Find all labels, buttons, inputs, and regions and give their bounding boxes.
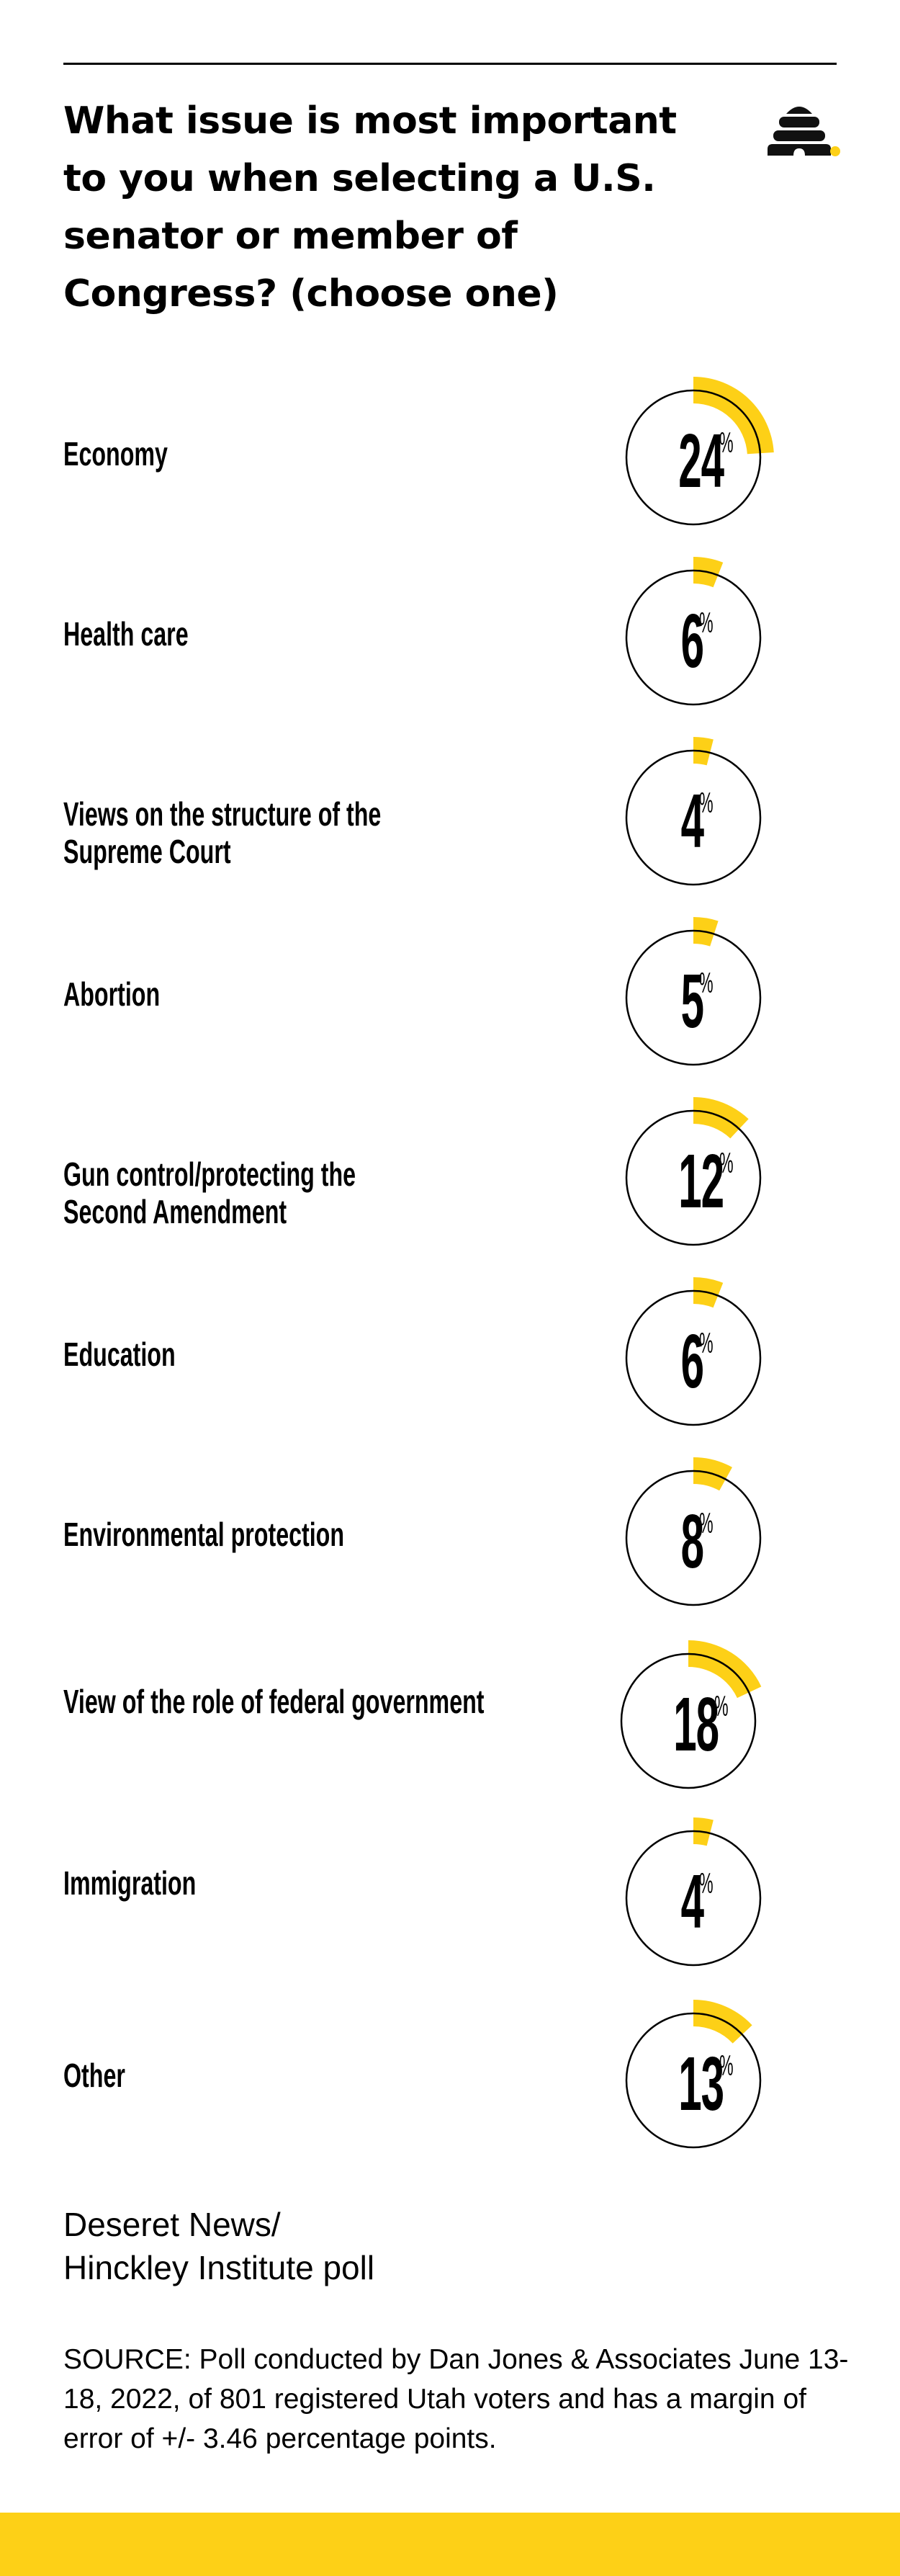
issue-row-health-care: Health care 6% (0, 547, 900, 728)
credit: Deseret News/ Hinckley Institute poll (63, 2203, 374, 2289)
percent-value: 4 (680, 779, 703, 864)
percent-value: 8 (680, 1499, 703, 1584)
issue-label: Other (63, 2057, 125, 2094)
issue-label: Economy (63, 435, 168, 473)
issue-row-education: Education 6% (0, 1268, 900, 1448)
issue-row-economy: Economy 24% (0, 367, 900, 547)
issue-row-environmental-protection: Environmental protection 8% (0, 1448, 900, 1628)
percent-sign: % (698, 1328, 714, 1359)
footer-accent-bar (0, 2513, 900, 2576)
credit-line2: Hinckley Institute poll (63, 2249, 375, 2286)
issue-row-supreme-court: Views on the structure of the Supreme Co… (0, 728, 900, 908)
progress-ring (625, 377, 774, 526)
issue-row-gun-control: Gun control/protecting the Second Amendm… (0, 1088, 900, 1268)
progress-ring (625, 1277, 762, 1426)
percent-sign: % (698, 787, 714, 819)
ring-outline (625, 2012, 762, 2149)
percent-sign: % (719, 427, 734, 459)
credit-line1: Deseret News/ (63, 2206, 281, 2243)
percent-sign: % (698, 967, 714, 999)
percent-value: 4 (680, 1859, 703, 1944)
beehive-icon (768, 107, 840, 156)
percent-value: 6 (680, 599, 703, 684)
issue-label: Immigration (63, 1864, 197, 1902)
progress-arc (693, 2000, 752, 2044)
issue-label: Education (63, 1336, 176, 1373)
ring-outline (625, 1470, 762, 1606)
percent-sign: % (698, 1868, 714, 1900)
issue-label: Gun control/protecting the Second Amendm… (63, 1155, 356, 1230)
percent-sign: % (698, 1508, 714, 1539)
progress-ring (620, 1640, 762, 1789)
issue-row-federal-government: View of the role of federal government 1… (0, 1631, 900, 1811)
progress-ring (625, 2000, 762, 2149)
progress-ring (625, 1457, 762, 1606)
issue-label-line1: Views on the structure of the (63, 795, 382, 833)
ring-outline (625, 749, 762, 886)
issue-label-line1: Gun control/protecting the (63, 1155, 356, 1193)
issue-row-other: Other 13% (0, 1990, 900, 2170)
percent-value: 6 (680, 1319, 703, 1404)
percent-sign: % (714, 1691, 729, 1722)
ring-outline (625, 1109, 762, 1246)
ring-outline (620, 1653, 757, 1789)
issue-label: View of the role of federal government (63, 1683, 485, 1720)
progress-ring (625, 557, 762, 706)
progress-ring (625, 737, 762, 886)
ring-outline (625, 1830, 762, 1967)
percent-value: 24 (678, 419, 725, 504)
issue-label: Abortion (63, 975, 161, 1013)
issue-label: Health care (63, 615, 189, 653)
top-rule (63, 63, 837, 65)
percent-value: 12 (678, 1139, 725, 1224)
ring-outline (625, 389, 762, 526)
issue-label: Environmental protection (63, 1516, 345, 1553)
progress-arc (693, 1097, 749, 1139)
source-note: SOURCE: Poll conducted by Dan Jones & As… (63, 2344, 849, 2454)
ring-outline (625, 569, 762, 706)
ring-outline (625, 1289, 762, 1426)
progress-ring (625, 917, 762, 1066)
percent-sign: % (719, 1148, 734, 1179)
progress-arc (693, 377, 774, 455)
progress-ring (625, 1817, 762, 1967)
issue-label-line2: Second Amendment (63, 1193, 287, 1230)
percent-value: 18 (673, 1682, 720, 1767)
percent-sign: % (719, 2050, 734, 2082)
issue-row-abortion: Abortion 5% (0, 908, 900, 1088)
percent-value: 13 (678, 2041, 725, 2126)
chart-title: What issue is most important to you when… (63, 99, 677, 316)
issue-label: Views on the structure of the Supreme Co… (63, 795, 381, 870)
percent-value: 5 (680, 959, 703, 1044)
percent-sign: % (698, 607, 714, 639)
issue-row-immigration: Immigration 4% (0, 1808, 900, 1988)
ring-outline (625, 929, 762, 1066)
progress-ring (625, 1097, 762, 1246)
issue-label-line2: Supreme Court (63, 833, 231, 870)
